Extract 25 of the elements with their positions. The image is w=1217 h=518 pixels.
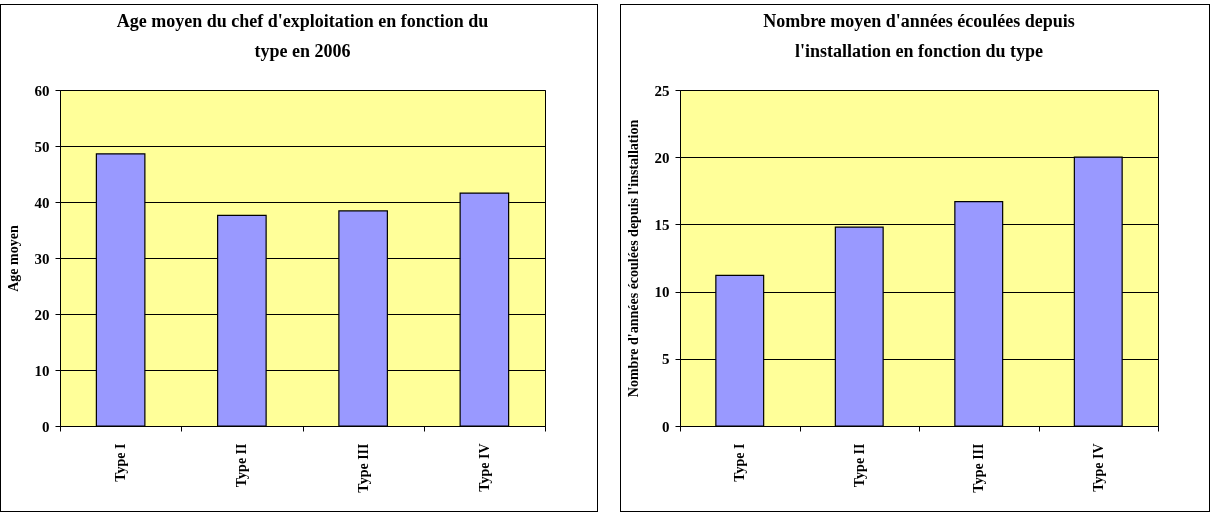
y-tick-label: 40 [34, 194, 50, 211]
y-tick-label: 10 [34, 362, 50, 379]
y-tick-label: 20 [654, 149, 670, 166]
y-tick-label: 10 [654, 284, 670, 301]
x-tick-label: Type II [234, 443, 250, 488]
x-tick-label: Type II [851, 443, 867, 488]
y-tick-label: 50 [34, 138, 50, 155]
y-tick-label: 25 [654, 82, 670, 99]
y-axis-title: Nombre d'années écoulées depuis l'installation [625, 119, 641, 398]
x-tick-label: Type III [971, 443, 987, 493]
y-tick-label: 15 [654, 216, 670, 233]
chart-title: Nombre moyen d'années écoulées depuis l'installation en fonction du type [763, 11, 1075, 61]
chart-title: Age moyen du chef d'exploitation en fonction du type en 2006 [116, 11, 489, 61]
x-tick-label: Type I [113, 443, 129, 482]
y-tick-label: 5 [662, 351, 670, 368]
y-tick-label: 60 [34, 82, 50, 99]
y-tick-label: 30 [34, 250, 50, 267]
y-tick-label: 20 [34, 306, 50, 323]
y-tick-label: 0 [42, 418, 50, 435]
x-tick-label: Type I [732, 443, 748, 482]
x-tick-label: Type III [355, 443, 371, 493]
x-tick-label: Type IV [1090, 443, 1106, 492]
y-tick-label: 0 [662, 418, 670, 435]
y-axis-title: Age moyen [5, 225, 21, 292]
x-tick-label: Type IV [476, 443, 492, 492]
